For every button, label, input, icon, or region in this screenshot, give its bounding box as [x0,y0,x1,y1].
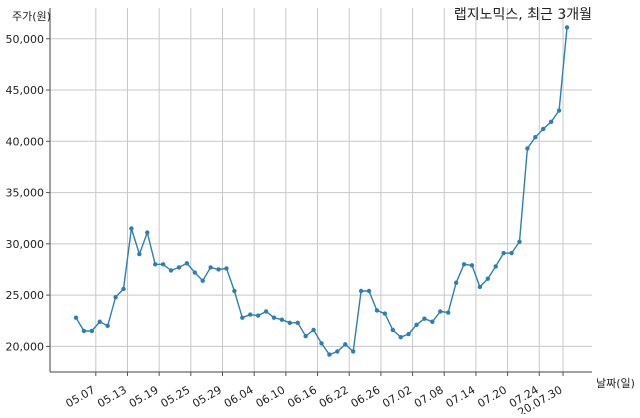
data-point [564,25,570,30]
y-tick-label: 25,000 [6,289,45,302]
data-point [113,294,118,300]
y-tick-label: 50,000 [6,33,45,46]
axes [49,8,592,373]
y-tick-label: 30,000 [6,238,45,251]
data-point [232,288,237,294]
data-point [406,331,411,337]
data-point [525,146,530,151]
data-point [121,286,126,292]
data-point [477,284,483,290]
x-axis-label: 날짜(일) [596,376,635,390]
data-point [295,320,300,325]
data-point [422,316,427,321]
data-point [152,262,158,267]
data-point [105,323,110,329]
y-axis-ticks: 20,000 25,000 30,000 35,000 40,000 45,000 50,0… [6,33,50,353]
data-point [160,262,166,267]
data-point [279,317,285,322]
x-tick-label: 07.20 [475,383,509,410]
data-point [263,309,269,314]
data-point [176,265,182,270]
y-tick-label: 40,000 [6,135,45,148]
data-point [200,278,205,283]
data-point [216,267,221,272]
data-point [556,108,562,113]
data-point [358,288,364,294]
data-point [446,310,451,315]
data-point [224,266,229,271]
data-point [343,342,348,347]
x-tick-label: 05.29 [190,383,224,410]
y-axis-label: 주가(원) [12,10,51,23]
data-point [469,263,475,268]
data-point [548,119,554,125]
data-point [271,315,277,320]
data-point [97,319,102,324]
x-tick-label: 06.22 [317,383,351,410]
data-point [438,309,443,314]
data-point [168,268,174,273]
x-tick-label: 06.04 [222,383,256,410]
y-tick-label: 45,000 [6,84,45,97]
x-axis-ticks: 05.0705.1305.1905.2505.2906.0406.1006.16… [64,372,565,418]
data-point [382,311,388,316]
data-point [374,308,380,313]
data-point [184,261,190,266]
data-point [541,126,546,132]
data-point [327,352,332,357]
data-point [208,265,213,270]
data-point [509,250,514,256]
series-group [73,25,570,357]
y-tick-label: 20,000 [6,340,45,353]
x-tick-label: 07.02 [380,383,414,410]
data-point [81,328,87,334]
data-point [430,319,435,324]
x-tick-label: 07.08 [412,383,446,410]
x-tick-label: 05.19 [127,383,161,410]
x-tick-label: 07.14 [444,383,478,410]
y-tick-label: 35,000 [6,187,45,200]
data-point [485,276,491,281]
data-point [461,262,467,267]
data-point [501,250,506,256]
data-point [192,270,197,275]
data-point [73,315,79,320]
data-point [366,288,372,294]
x-tick-label: 05.13 [95,383,129,410]
x-tick-label: 06.10 [254,383,288,410]
data-point [89,328,95,334]
data-point [303,333,308,339]
data-point [533,134,538,140]
data-point [390,327,395,333]
data-point [129,226,134,231]
x-tick-label: 05.25 [159,383,193,410]
data-point [335,349,340,354]
data-point [319,341,324,346]
grid-lines [50,8,592,372]
data-point [350,349,356,354]
data-point [398,334,403,340]
chart-title: 랩지노믹스, 최근 3개월 [454,7,592,23]
data-point [311,327,316,333]
data-point [248,312,253,317]
data-point [414,322,419,328]
data-point [517,239,522,244]
x-tick-label: 05.07 [64,383,98,410]
data-point [240,315,245,320]
data-point [453,280,459,285]
data-point [145,230,150,235]
data-point [255,313,261,318]
x-tick-label: 06.26 [349,383,383,410]
data-point [287,320,293,325]
data-point [493,264,498,269]
data-point [137,251,142,257]
series-line [75,27,568,356]
x-tick-label: 06.16 [285,383,319,410]
